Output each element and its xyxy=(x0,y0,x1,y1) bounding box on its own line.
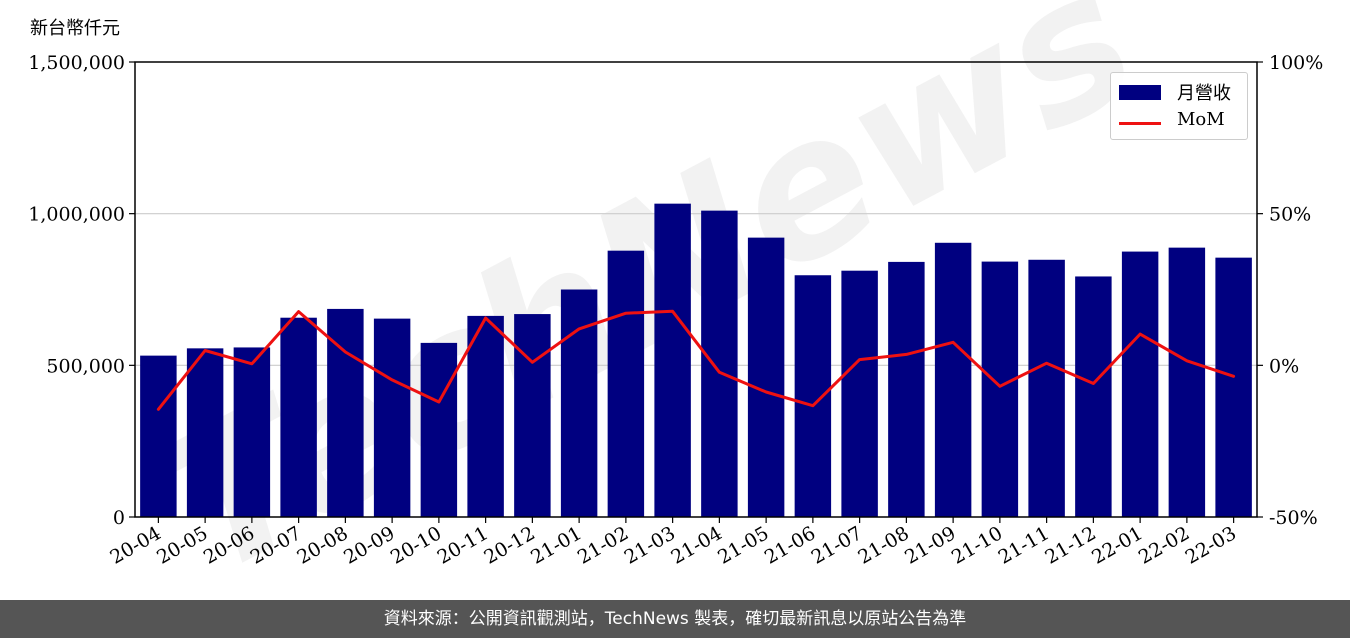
x-tick-label: 22-03 xyxy=(1182,522,1240,568)
y-left-tick-label: 1,000,000 xyxy=(28,204,125,226)
bar-20-07 xyxy=(280,317,317,517)
y-left-tick-label: 0 xyxy=(113,507,125,529)
bar-21-12 xyxy=(1075,276,1112,517)
y-left-tick-label: 1,500,000 xyxy=(28,52,125,74)
bar-21-07 xyxy=(841,270,878,517)
y-left-tick-label: 500,000 xyxy=(46,355,125,377)
bar-20-04 xyxy=(140,355,177,517)
x-tick-label: 21-10 xyxy=(948,522,1006,568)
bar-21-05 xyxy=(747,237,785,517)
x-tick-label: 21-05 xyxy=(714,522,772,568)
x-tick-label: 21-03 xyxy=(621,522,679,568)
legend-label-revenue: 月營收 xyxy=(1177,83,1231,104)
legend: 月營收 MoM xyxy=(1110,72,1248,140)
y-right-tick-label: 0% xyxy=(1269,355,1299,377)
legend-item-revenue: 月營收 xyxy=(1119,79,1243,104)
bar-20-06 xyxy=(233,347,271,517)
bar-21-02 xyxy=(607,250,645,517)
x-tick-label: 20-12 xyxy=(480,522,538,568)
legend-label-mom: MoM xyxy=(1177,109,1225,130)
bar-20-05 xyxy=(186,348,224,517)
bar-21-04 xyxy=(701,210,738,517)
chart: TechNews 0500,0001,000,0001,500,000-50%0… xyxy=(28,0,1323,600)
bar-20-10 xyxy=(420,342,458,517)
x-tick-label: 21-12 xyxy=(1041,522,1099,568)
bar-20-12 xyxy=(514,314,551,517)
bar-22-01 xyxy=(1121,251,1159,518)
bar-20-08 xyxy=(327,308,364,517)
bar-21-06 xyxy=(794,275,832,517)
bar-21-03 xyxy=(654,203,691,517)
x-tick-label: 22-01 xyxy=(1088,522,1146,568)
plot-frame xyxy=(134,61,1258,518)
bar-22-03 xyxy=(1215,257,1252,517)
bar-21-09 xyxy=(934,242,972,517)
bar-22-02 xyxy=(1168,247,1206,517)
bar-21-08 xyxy=(888,261,925,517)
x-tick-label: 21-01 xyxy=(527,522,585,568)
x-tick-label: 21-09 xyxy=(901,522,959,568)
y-right-tick-label: -50% xyxy=(1269,507,1318,529)
gridlines xyxy=(135,213,1257,366)
x-tick-label: 21-02 xyxy=(574,522,632,568)
bar-21-11 xyxy=(1028,259,1065,517)
bar-20-11 xyxy=(467,315,504,517)
legend-swatch-line xyxy=(1119,122,1161,125)
axes xyxy=(134,61,1258,518)
source-footer: 資料來源：公開資訊觀測站，TechNews 製表，確切最新訊息以原站公告為準 xyxy=(0,600,1350,638)
bar-20-09 xyxy=(373,318,411,517)
legend-item-mom: MoM xyxy=(1119,109,1243,131)
revenue-bars xyxy=(140,203,1252,518)
mom-line xyxy=(156,309,1236,411)
y-right-tick-label: 50% xyxy=(1269,204,1311,226)
x-tick-label: 20-04 xyxy=(106,522,164,568)
y-right-tick-label: 100% xyxy=(1269,52,1323,74)
x-tick-label: 21-06 xyxy=(761,522,819,568)
bar-21-10 xyxy=(981,261,1019,517)
legend-swatch-bar xyxy=(1119,85,1161,100)
x-tick-label: 21-07 xyxy=(808,522,866,568)
x-tick-label: 20-11 xyxy=(434,522,492,568)
x-tick-label: 21-08 xyxy=(854,522,912,568)
y-axis-unit-label: 新台幣仟元 xyxy=(30,18,120,39)
x-tick-label: 21-11 xyxy=(995,522,1053,568)
x-tick-label: 21-04 xyxy=(667,522,725,568)
x-tick-label: 22-02 xyxy=(1135,522,1193,568)
mom-line-path xyxy=(156,309,1236,411)
